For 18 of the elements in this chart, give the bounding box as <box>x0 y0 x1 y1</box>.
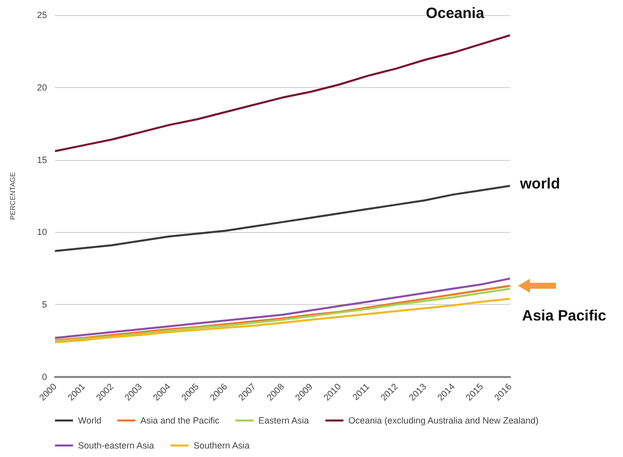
line-series <box>54 34 511 152</box>
legend-label: Oceania (excluding Australia and New Zealand) <box>348 416 539 426</box>
y-tick-label: 20 <box>36 82 47 92</box>
y-tick-label: 5 <box>42 300 47 310</box>
y-tick-label: 25 <box>36 10 47 20</box>
legend-label: Eastern Asia <box>258 416 309 426</box>
y-tick-label: 15 <box>36 154 47 165</box>
legend-label: Southern Asia <box>194 440 250 450</box>
legend-label: World <box>78 416 102 426</box>
y-tick-label: 10 <box>36 227 47 238</box>
legend-label: Asia and the Pacific <box>140 416 220 426</box>
annotation: Oceania <box>426 4 485 22</box>
line-series <box>54 298 511 344</box>
y-tick-label: 0 <box>42 372 47 382</box>
line-series <box>54 184 511 252</box>
annotation: Asia Pacific <box>522 307 606 324</box>
legend-label: South-eastern Asia <box>78 440 154 450</box>
annotation: world <box>519 175 560 192</box>
